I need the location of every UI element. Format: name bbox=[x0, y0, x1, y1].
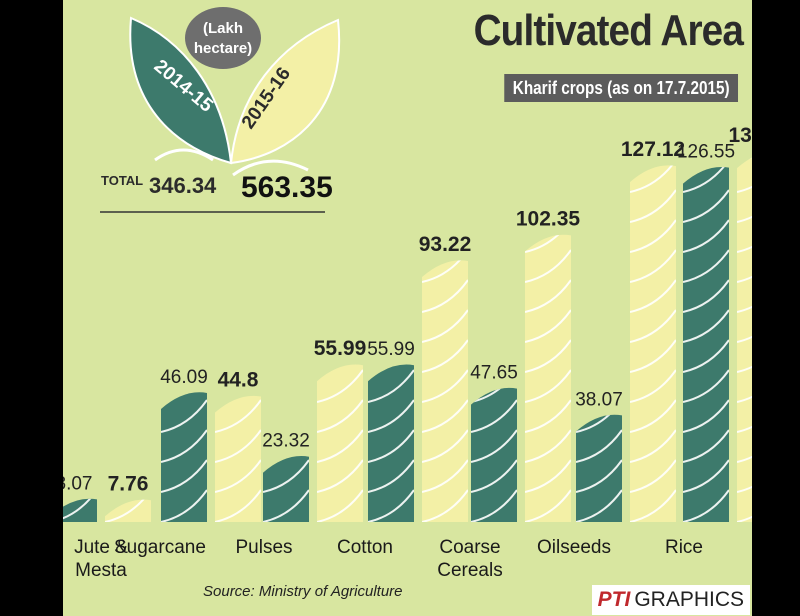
bar-oilseeds-2014-15 bbox=[576, 414, 622, 522]
chart-subtitle: Kharif crops (as on 17.7.2015) bbox=[504, 74, 738, 102]
bar-cotton-2014-15 bbox=[368, 364, 414, 522]
value-label-cotton-2014-15: 55.99 bbox=[367, 339, 415, 360]
value-label-pulses-2015-16: 55.99 bbox=[314, 337, 367, 360]
bar-cotton-2015-16 bbox=[422, 260, 468, 522]
value-label-sugarcane-2015-16: 44.8 bbox=[218, 369, 259, 392]
unit-label-line1: (Lakh bbox=[203, 20, 243, 37]
bar-coarse-cereals-2014-15 bbox=[471, 387, 517, 522]
pti-logo: PTI bbox=[597, 588, 631, 611]
category-label-jute: Jute & Mesta bbox=[74, 537, 128, 581]
value-label-rice-2015-16: 132.11 bbox=[728, 124, 752, 147]
totals-label: TOTAL bbox=[101, 173, 143, 188]
total-2015-16: 563.35 bbox=[241, 171, 333, 204]
leaf-2014-15 bbox=[129, 16, 233, 165]
source-note: Source: Ministry of Agriculture bbox=[203, 583, 403, 600]
value-label-coarse-cereals-2014-15: 47.65 bbox=[470, 363, 518, 384]
category-label-coarse-cereals: Coarse Cereals bbox=[437, 537, 503, 581]
bar-pulses-2014-15 bbox=[263, 456, 309, 522]
value-label-oilseeds-2014-15: 38.07 bbox=[575, 389, 623, 410]
value-label-oilseeds-2015-16: 127.12 bbox=[621, 138, 685, 161]
bar-rice-2014-15 bbox=[683, 166, 729, 522]
unit-label-line2: hectare) bbox=[194, 40, 252, 57]
category-label-oilseeds: Oilseeds bbox=[537, 537, 611, 558]
totals-graphic: (Lakh hectare) 2014-15 2015-16 TOTAL 346… bbox=[100, 7, 341, 213]
chart-title: Cultivated Area bbox=[473, 6, 744, 55]
value-label-sugarcane-2014-15: 46.09 bbox=[160, 367, 208, 388]
bar-jute-2014-15 bbox=[63, 498, 97, 522]
category-label-sugarcane: Sugarcane bbox=[114, 537, 206, 558]
chart-canvas: (Lakh hectare) 2014-15 2015-16 TOTAL 346… bbox=[63, 7, 752, 522]
category-label-pulses: Pulses bbox=[235, 537, 293, 558]
value-label-jute-2014-15: 8.07 bbox=[63, 473, 92, 494]
category-label-rice: Rice bbox=[664, 537, 703, 558]
unit-badge bbox=[185, 7, 261, 69]
infographic-frame: (Lakh hectare) 2014-15 2015-16 TOTAL 346… bbox=[63, 0, 752, 616]
value-label-cotton-2015-16: 93.22 bbox=[419, 233, 472, 256]
category-label-cotton: Cotton bbox=[337, 537, 393, 558]
arc-2015-16 bbox=[232, 159, 309, 177]
credit-graphics: GRAPHICS bbox=[634, 588, 744, 611]
bar-pulses-2015-16 bbox=[317, 364, 363, 522]
value-label-coarse-cereals-2015-16: 102.35 bbox=[516, 207, 581, 230]
bar-coarse-cereals-2015-16 bbox=[525, 234, 571, 522]
value-label-pulses-2014-15: 23.32 bbox=[262, 431, 310, 452]
credit-badge: PTI GRAPHICS bbox=[591, 585, 750, 615]
bar-oilseeds-2015-16 bbox=[630, 165, 676, 522]
total-2014-15: 346.34 bbox=[149, 173, 217, 198]
value-label-jute-2015-16: 7.76 bbox=[108, 472, 149, 495]
bar-sugarcane-2015-16 bbox=[215, 395, 261, 522]
bar-rice-2015-16 bbox=[737, 151, 752, 522]
bar-sugarcane-2014-15 bbox=[161, 392, 207, 522]
arc-2014-15 bbox=[154, 148, 214, 162]
leaf-2015-16 bbox=[229, 18, 341, 165]
value-label-rice-2014-15: 126.55 bbox=[677, 142, 735, 163]
